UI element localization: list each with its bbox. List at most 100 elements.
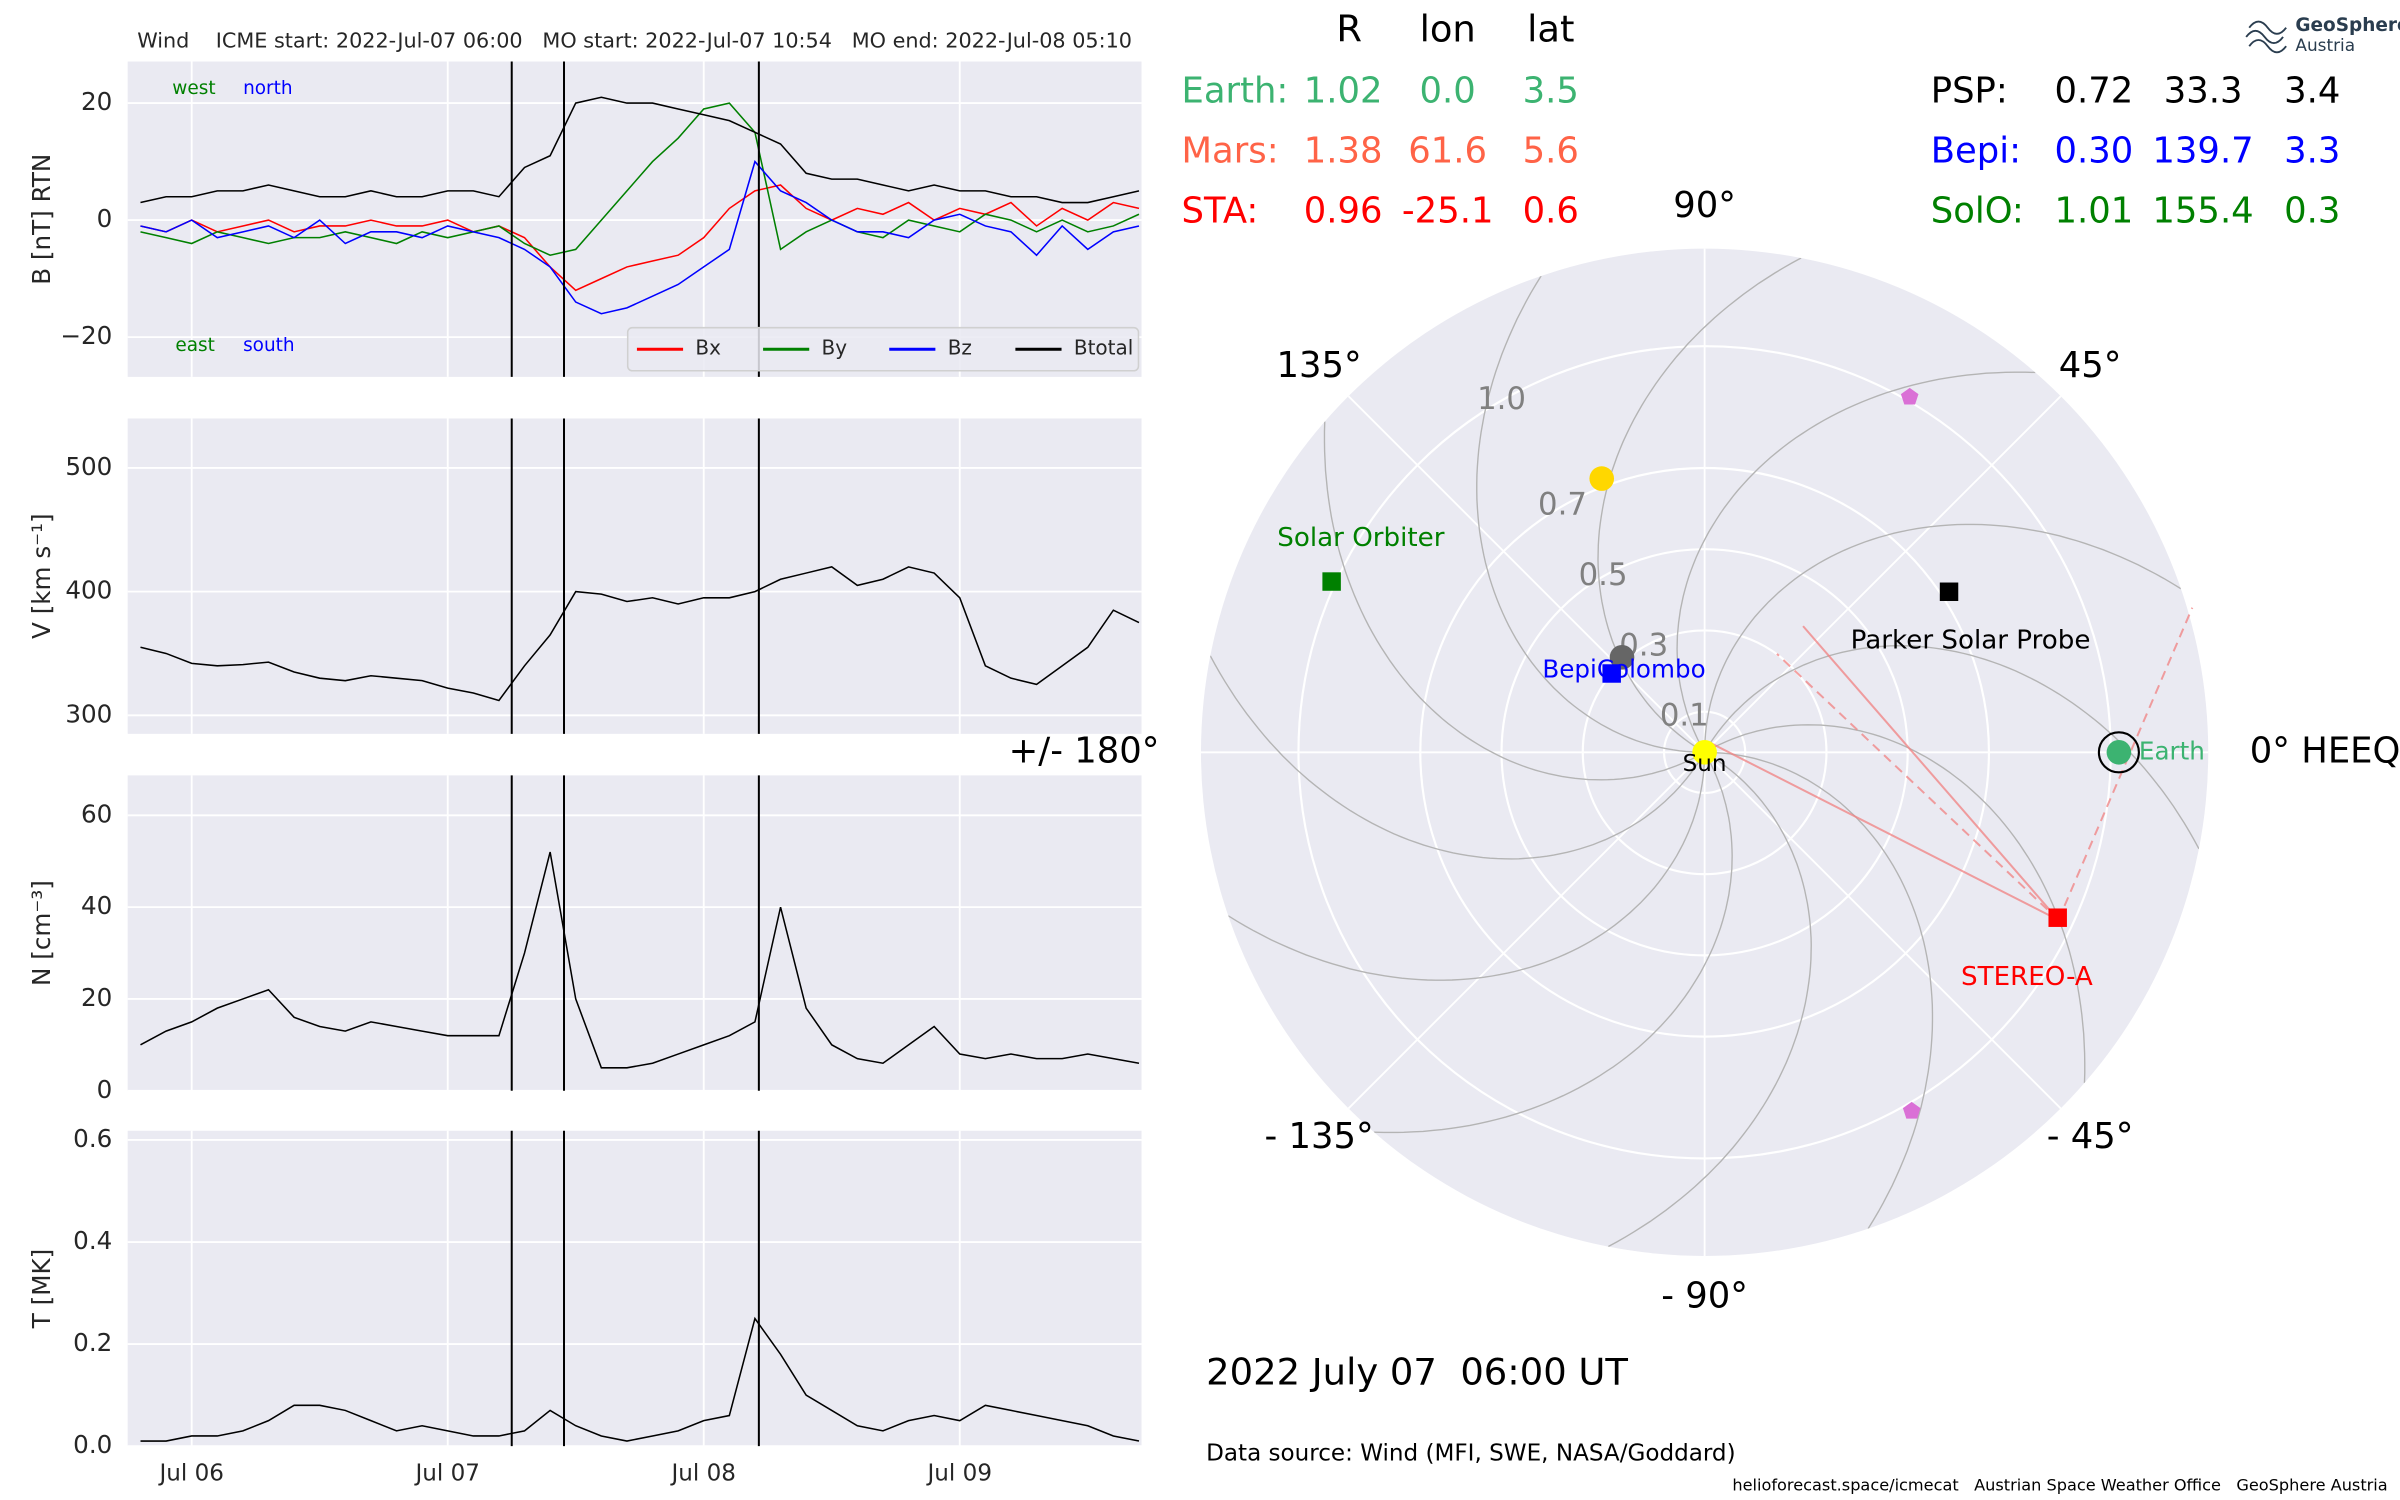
series-group [140,566,1140,702]
table-cell: 3.5 [1523,70,1579,111]
table-cell: 0.0 [1420,70,1476,111]
fov-line [1710,742,2059,921]
legend-label: Bz [948,336,972,360]
r-grid-circle [1500,548,1909,957]
table-row-label: PSP: [1931,70,2008,111]
body-label: Sun [1683,751,1727,777]
parker-spiral [1597,257,1802,753]
parker-spiral [1209,655,1706,860]
parker-spiral [1373,751,1733,1134]
stereo-a-field-of-view [1710,607,2194,921]
body-marker [1322,572,1341,591]
table-row-label: STA: [1182,190,1259,231]
series-line [140,102,1140,257]
logo-icon [2245,20,2287,54]
body-marker [1900,387,1919,405]
chart-title: Wind ICME start: 2022-Jul-07 06:00 MO st… [137,29,1132,53]
body-label: STEREO-A [1961,962,2093,992]
parker-spiral [1227,752,1706,981]
theta-grid-line [1347,395,1706,753]
fov-line [1802,625,2060,921]
x-tick-label: Jul 07 [413,1460,480,1486]
legend-label: By [822,336,848,360]
series-line [140,851,1140,1069]
y-tick-label: 20 [81,87,112,116]
table-cell: 155.4 [2152,190,2253,231]
body-marker [1589,466,1615,491]
body-marker [1939,582,1959,601]
table-cell: 0.30 [2054,130,2133,171]
legend-label: Btotal [1074,336,1133,360]
table-cell: 1.38 [1304,130,1383,171]
table-cell: 0.3 [2284,190,2340,231]
annotation: south [243,335,295,356]
footer: helioforecast.space/icmecat Austrian Spa… [1732,1476,2387,1495]
marker-ring [2097,731,2140,774]
parker-spiral [1676,371,2036,753]
fov-line-dashed [1776,653,2060,921]
r-tick-label: 1.0 [1477,381,1526,417]
parker-spiral [1607,751,1812,1248]
parker-spirals [1209,257,2200,1248]
y-axis-label: T [MK] [27,1249,56,1329]
theta-tick-label: - 135° [1265,1116,1374,1157]
body-marker [1692,740,1717,765]
r-tick-label: 0.7 [1538,487,1587,523]
y-tick-label: 0.6 [73,1124,112,1153]
table-row-label: Bepi: [1931,130,2021,171]
series-group [140,1316,1140,1442]
r-grid-circle [1419,466,1991,1038]
y-tick-label: 500 [65,452,112,481]
series-line [140,566,1140,702]
y-tick-label: 400 [65,576,112,605]
y-tick-label: 0 [97,1075,113,1104]
table-cell: 1.01 [2054,190,2133,231]
table-cell: -25.1 [1402,190,1494,231]
plot-area [127,775,1142,1091]
body-marker [2106,740,2132,765]
y-tick-label: 60 [81,799,112,828]
body-label: Solar Orbiter [1277,523,1444,553]
body-marker [1902,1101,1921,1119]
theta-tick-label: 90° [1673,185,1736,226]
theta-tick-label: - 90° [1661,1275,1748,1316]
body-marker [1602,664,1621,683]
series-group [140,851,1140,1069]
r-grid-circle [1662,710,1747,795]
parker-spiral [1704,724,2086,1084]
table-cell: 61.6 [1408,130,1487,171]
annotation: north [243,78,293,99]
r-tick-label: 0.1 [1660,698,1709,734]
table-header: lat [1527,7,1574,50]
y-tick-label: −20 [60,321,112,350]
parker-spiral [1323,421,1705,781]
table-cell: 3.3 [2284,130,2340,171]
table-row-label: Mars: [1182,130,1279,171]
series-line [140,1316,1140,1442]
plot-area [127,418,1142,734]
table-cell: 33.3 [2164,70,2243,111]
r-grid-circle [1581,629,1828,876]
logo-text: Austria [2295,35,2355,55]
logo-swirl [2248,20,2287,35]
y-axis-label: B [nT] RTN [27,154,56,285]
series-line [140,96,1140,204]
theta-grid-line [1347,751,1706,1110]
table-cell: 1.02 [1304,70,1383,111]
legend-box [626,326,1140,372]
y-tick-label: 0.0 [73,1430,112,1459]
table-cell: 3.4 [2284,70,2340,111]
body-label: Parker Solar Probe [1851,625,2091,655]
logo-swirl [2245,29,2284,44]
r-tick-label: 0.5 [1579,557,1628,593]
theta-tick-label: 45° [2059,345,2122,386]
legend-label: Bx [695,336,721,360]
date-label: 2022 July 07 06:00 UT [1206,1350,1628,1393]
y-tick-label: 300 [65,699,112,728]
table-header: R [1336,7,1362,50]
series-line [140,160,1140,315]
logo-text: GeoSphere [2295,15,2400,36]
parker-spiral [1704,751,1934,1229]
